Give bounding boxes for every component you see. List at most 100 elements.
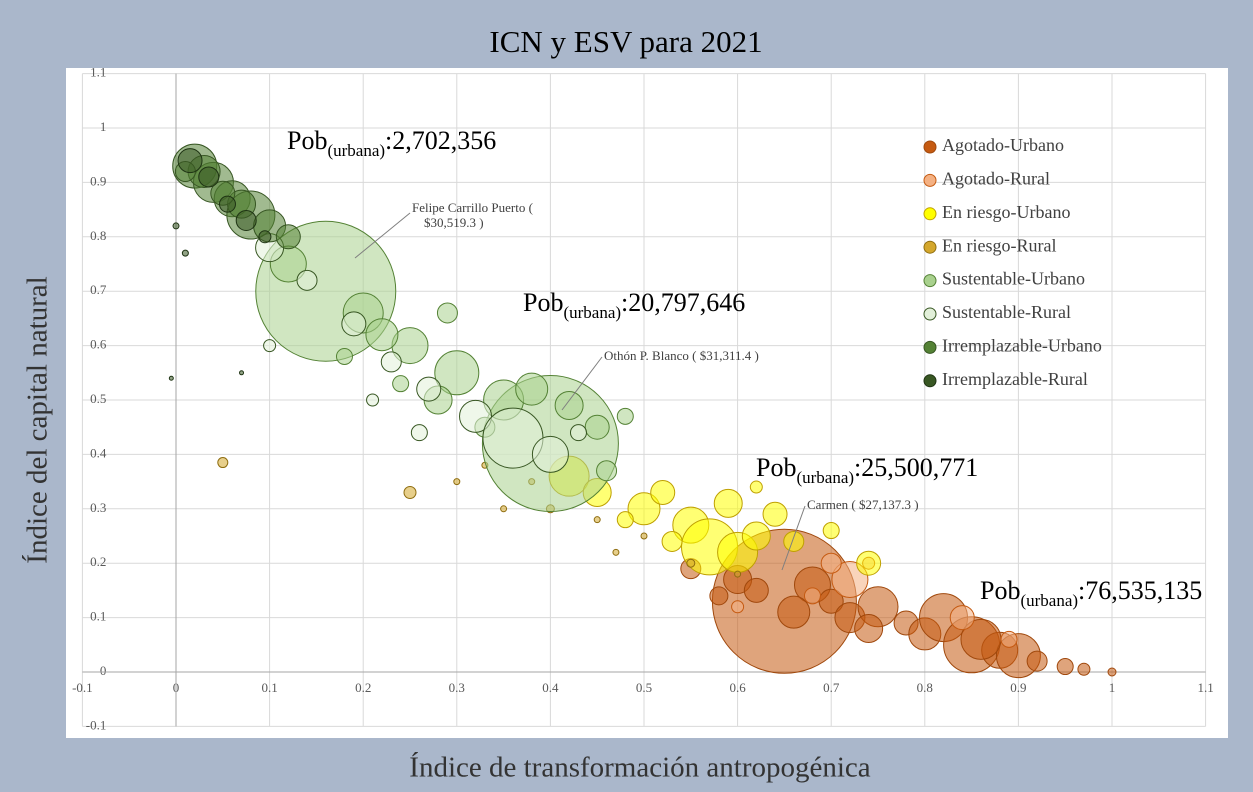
x-tick-label: -0.1 (72, 680, 93, 695)
bubble (168, 375, 174, 381)
legend-marker (923, 307, 937, 321)
annotation-prefix: Pob (980, 576, 1020, 605)
legend-marker (923, 274, 937, 288)
bubble (818, 588, 844, 614)
x-tick-label: 0.4 (542, 680, 559, 695)
annotation-prefix: Pob (756, 453, 796, 482)
bubble (436, 302, 458, 324)
bubble (366, 393, 380, 407)
bubble (403, 485, 417, 499)
y-tick-label: 0.8 (90, 228, 106, 243)
y-tick-label: 0.1 (90, 609, 106, 624)
annotation-value: :20,797,646 (621, 288, 745, 317)
overlay: Agotado-Urbano Agotado-Rural En riesgo-Urb… (287, 126, 1202, 610)
bubble (554, 390, 584, 420)
bubble (198, 166, 220, 188)
annotation-value: :76,535,135 (1078, 576, 1202, 605)
y-axis-label: Índice del capital natural (21, 276, 54, 563)
legend-label: En riesgo-Urbano (942, 202, 1070, 222)
plot-area (66, 68, 1228, 738)
legend-marker (923, 207, 937, 221)
y-tick-label: -0.1 (86, 717, 107, 732)
callout-leader (781, 505, 806, 571)
bubble (177, 148, 203, 174)
bubble (584, 414, 610, 440)
callout-label: Felipe Carrillo Puerto ( (412, 200, 533, 215)
chart-title: ICN y ESV para 2021 (489, 24, 762, 59)
bubble (217, 457, 229, 469)
annotation: Pob(urbana):25,500,771 (756, 453, 978, 487)
y-tick-label: 0.9 (90, 173, 106, 188)
x-tick-label: 0.5 (636, 680, 652, 695)
bubble (783, 530, 805, 552)
y-tick-label: 0.2 (90, 554, 106, 569)
x-tick-label: 0.8 (917, 680, 933, 695)
bubble (263, 339, 277, 353)
bubble (734, 570, 742, 578)
bubble (650, 479, 676, 505)
y-tick-label: 0.5 (90, 391, 106, 406)
legend-marker (923, 173, 937, 187)
bubble (335, 347, 353, 365)
callout-label: $30,519.3 ) (424, 215, 484, 230)
annotation-value: :25,500,771 (854, 453, 978, 482)
x-axis-label: Índice de transformación antropogénica (409, 751, 871, 784)
bubble (453, 478, 461, 486)
annotation-sub: (urbana) (327, 141, 385, 160)
annotation-value: :2,702,356 (385, 126, 496, 155)
legend-label: Irremplazable-Rural (942, 369, 1088, 389)
legend-marker (923, 374, 937, 388)
bubble (365, 318, 399, 352)
annotation-prefix: Pob (523, 288, 563, 317)
bubble (854, 613, 884, 643)
legend-marker (923, 240, 937, 254)
bubble (749, 480, 763, 494)
bubble (616, 511, 634, 529)
bubble (593, 516, 601, 524)
annotation: Pob(urbana):20,797,646 (523, 288, 745, 322)
bubble (380, 351, 402, 373)
bubble (616, 407, 634, 425)
legend-label: Agotado-Rural (942, 169, 1050, 189)
annotation-sub: (urbana) (1020, 591, 1078, 610)
bubble (596, 460, 618, 482)
bubble (341, 311, 367, 337)
bubble (218, 195, 236, 213)
bubble (762, 501, 788, 527)
bubble (1026, 650, 1048, 672)
bubble (416, 376, 442, 402)
bubble (627, 492, 661, 526)
bubble (1077, 662, 1091, 676)
x-tick-label: 1 (1109, 680, 1116, 695)
bubble (569, 424, 587, 442)
bubble (1107, 667, 1117, 677)
y-tick-label: 0.4 (90, 445, 107, 460)
x-tick-label: 0.2 (355, 680, 371, 695)
callout-label: Othón P. Blanco ( $31,311.4 ) (604, 348, 759, 363)
x-tick-label: 0.6 (729, 680, 746, 695)
bubble (686, 558, 696, 568)
bubble (803, 587, 821, 605)
legend-label: En riesgo-Rural (942, 235, 1056, 255)
legend-marker (923, 140, 937, 154)
bubble (741, 521, 771, 551)
bubble (777, 595, 811, 629)
x-tick-label: 0.3 (449, 680, 465, 695)
bubble (709, 586, 729, 606)
y-tick-label: 1.1 (90, 65, 106, 80)
bubble (392, 375, 410, 393)
bubble (949, 605, 975, 631)
y-tick-label: 1 (100, 119, 107, 134)
bubble (296, 269, 318, 291)
bubble (640, 532, 648, 540)
bubble (515, 372, 549, 406)
annotation-prefix: Pob (287, 126, 327, 155)
bubble (743, 577, 769, 603)
bubble (661, 530, 683, 552)
bubble (1000, 630, 1018, 648)
callout-label: Carmen ( $27,137.3 ) (807, 497, 919, 512)
bubble (181, 249, 189, 257)
bubble (410, 424, 428, 442)
callout-leader (354, 212, 411, 259)
